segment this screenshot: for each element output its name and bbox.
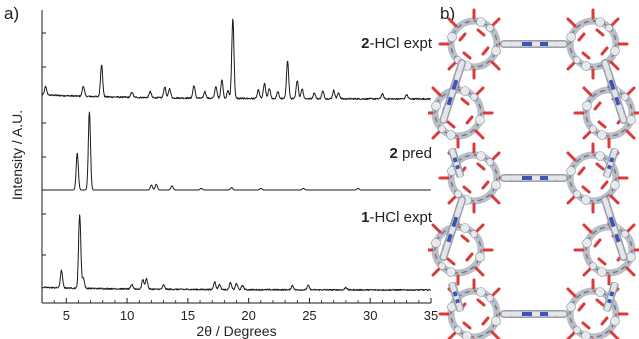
framework-linkers: [443, 44, 623, 314]
traces: [41, 18, 432, 292]
panel-a-label: a): [4, 4, 20, 23]
y-axis-title: Intensity / A.U.: [9, 110, 25, 200]
xrd-plot: 5 10 15 20 25 30 35 2θ / Degrees Intensity / A.U…: [9, 10, 438, 339]
series-label-2: 2 pred: [389, 145, 432, 162]
x-tick-label: 25: [302, 308, 316, 323]
x-tick-label: 5: [63, 308, 70, 323]
panel-b-label: b): [440, 4, 456, 23]
xrd-trace-1: [41, 18, 432, 101]
xrd-trace-2: [41, 111, 431, 191]
x-tick-label: 10: [120, 308, 134, 323]
xrd-trace-3: [41, 214, 431, 292]
x-tick-label: 30: [363, 308, 377, 323]
series-label-text: -HCl expt: [369, 35, 432, 52]
series-label-number: 2: [361, 35, 369, 52]
series-label-number: 2: [389, 145, 397, 162]
x-tick-label: 15: [181, 308, 195, 323]
series-label-text: pred: [398, 145, 432, 162]
axes: 5 10 15 20 25 30 35 2θ / Degrees Intensity / A.U…: [9, 10, 438, 339]
series-label-number: 1: [361, 209, 369, 226]
series-label-1: 2-HCl expt: [361, 35, 433, 52]
x-tick-label: 35: [424, 308, 438, 323]
x-tick-label: 20: [241, 308, 255, 323]
series-label-3: 1-HCl expt: [361, 209, 433, 226]
framework-structure-image: [428, 0, 639, 339]
series-label-text: -HCl expt: [369, 209, 432, 226]
x-axis-title: 2θ / Degrees: [196, 323, 276, 339]
